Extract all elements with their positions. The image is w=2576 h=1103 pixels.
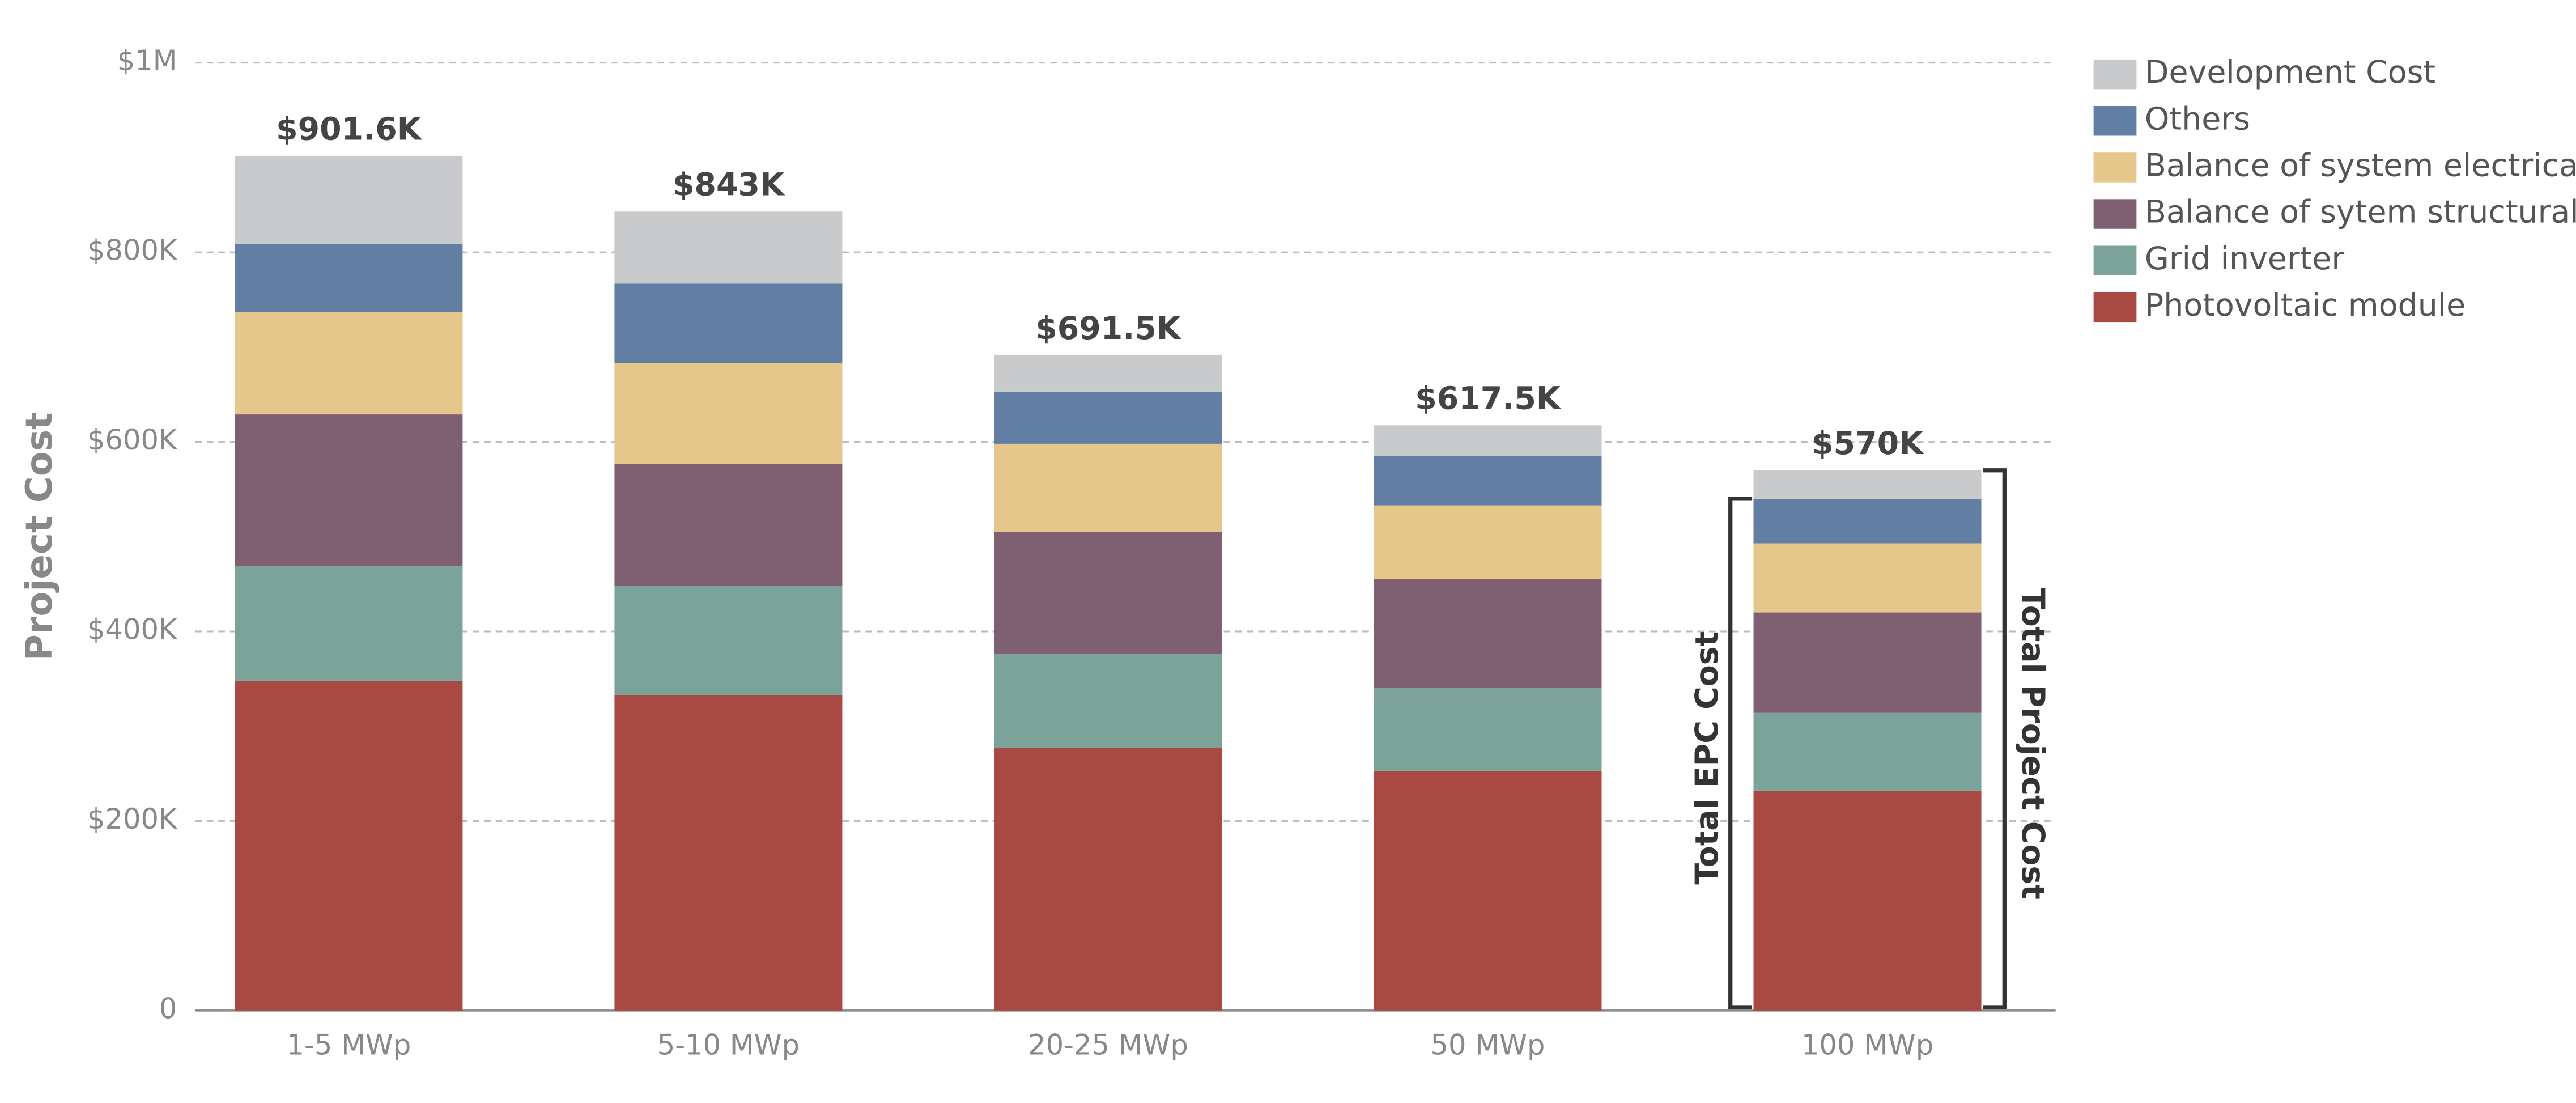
bar-segment (614, 283, 843, 363)
annotation: Total EPC Cost (1689, 631, 1725, 885)
total-label: $570K (1812, 426, 1924, 462)
bar-segment (235, 414, 463, 566)
total-label: $617.5K (1415, 381, 1562, 417)
total-label: $843K (673, 167, 785, 203)
bar-segment (994, 532, 1222, 655)
bar-segment (235, 566, 463, 681)
bar-segment (994, 654, 1222, 748)
legend-swatch (2093, 245, 2137, 275)
bar-segment (1753, 712, 1982, 791)
bar-segment (235, 312, 463, 415)
x-tick-label: 5-10 MWp (657, 1028, 800, 1061)
bar-segment (1374, 505, 1602, 580)
y-tick-label: $1M (117, 44, 177, 77)
bar-segment (994, 748, 1222, 1011)
bar-segment (614, 586, 843, 695)
bar-segment (1753, 790, 1982, 1011)
bar-segment (235, 244, 463, 312)
epc-bracket (1728, 497, 1752, 1009)
bar-segment (1374, 579, 1602, 689)
x-tick-label: 1-5 MWp (287, 1028, 411, 1061)
bar-segment (1753, 612, 1982, 713)
y-axis-title: Project Cost (19, 412, 61, 661)
legend-swatch (2093, 292, 2137, 323)
bar-segment (235, 156, 463, 244)
project-bracket (1983, 468, 2007, 1009)
bar-segment (1374, 770, 1602, 1011)
legend-label: Development Cost (2145, 54, 2435, 91)
legend-swatch (2093, 59, 2137, 90)
bar-segment (1753, 498, 1982, 544)
total-label: $901.6K (276, 112, 423, 148)
y-tick-label: $200K (87, 803, 178, 835)
y-tick-label: $400K (87, 613, 178, 646)
legend-label: Photovoltaic module (2145, 287, 2466, 324)
x-tick-label: 20-25 MWp (1028, 1028, 1188, 1061)
total-label: $691.5K (1035, 311, 1182, 347)
annotation: Total Project Cost (2014, 588, 2051, 899)
y-tick-label: 0 (159, 992, 177, 1025)
bar-segment (994, 391, 1222, 444)
bar-segment (614, 211, 843, 284)
bar-segment (1753, 543, 1982, 613)
bar-segment (994, 355, 1222, 392)
bar-segment (1374, 688, 1602, 771)
bar-segment (994, 443, 1222, 532)
bar-segment (1374, 425, 1602, 456)
legend-swatch (2093, 152, 2137, 183)
bar-segment (614, 464, 843, 586)
legend-swatch (2093, 199, 2137, 229)
bar-segment (1753, 470, 1982, 499)
legend-label: Others (2145, 101, 2250, 137)
legend-label: Balance of system electrical (2145, 148, 2576, 184)
bar-segment (614, 363, 843, 464)
bar-segment (614, 695, 843, 1011)
bar-segment (235, 680, 463, 1011)
legend-label: Grid inverter (2145, 241, 2344, 277)
bar-segment (1374, 456, 1602, 506)
y-tick-label: $600K (87, 423, 178, 456)
x-tick-label: 50 MWp (1431, 1028, 1545, 1061)
legend-swatch (2093, 106, 2137, 136)
legend-label: Balance of sytem structural (2145, 194, 2576, 231)
y-tick-label: $800K (87, 234, 178, 267)
x-tick-label: 100 MWp (1801, 1028, 1933, 1061)
